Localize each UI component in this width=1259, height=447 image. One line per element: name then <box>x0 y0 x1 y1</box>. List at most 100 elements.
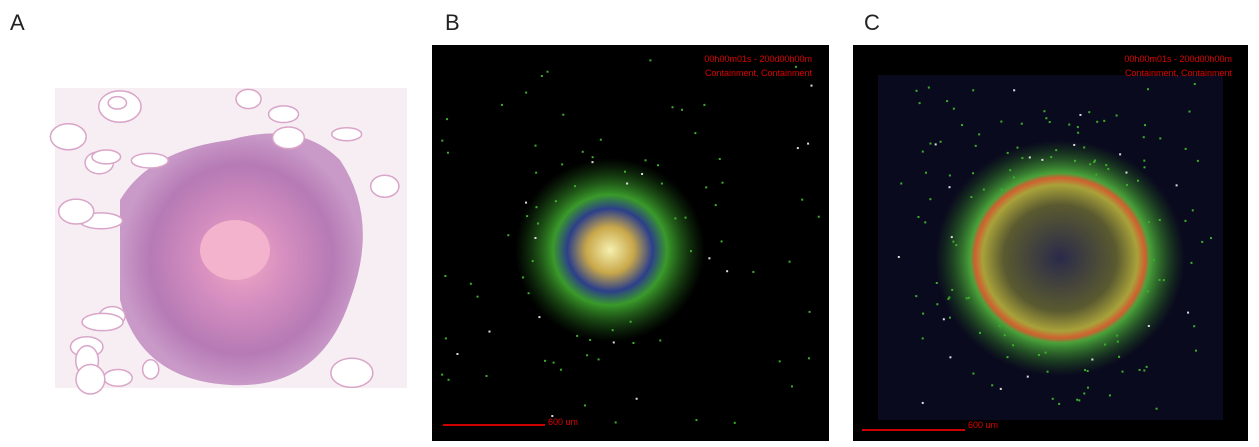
decor <box>951 236 953 238</box>
decor <box>526 215 528 217</box>
decor <box>801 199 803 201</box>
decor <box>1087 387 1089 389</box>
decor <box>922 337 924 339</box>
decor <box>586 354 588 356</box>
decor <box>1197 160 1199 162</box>
decor <box>1156 408 1158 410</box>
decor <box>659 339 661 341</box>
decor <box>1007 152 1009 154</box>
status: Containment, Containment <box>705 68 813 78</box>
decor <box>674 217 676 219</box>
decor <box>1193 325 1195 327</box>
decor <box>811 85 813 87</box>
decor <box>1210 237 1212 239</box>
decor <box>726 270 728 272</box>
panel-label: C <box>864 10 880 35</box>
decor <box>528 292 530 294</box>
decor <box>940 141 942 143</box>
decor <box>1047 371 1049 373</box>
decor <box>708 257 710 259</box>
decor <box>949 174 951 176</box>
decor <box>951 289 953 291</box>
decor <box>456 353 458 355</box>
decor <box>236 89 261 108</box>
decor <box>1104 344 1106 346</box>
decor <box>947 298 949 300</box>
decor <box>612 329 614 331</box>
decor <box>1049 121 1051 123</box>
decor <box>1144 124 1146 126</box>
decor <box>1190 262 1192 264</box>
decor <box>441 374 443 376</box>
decor <box>1147 290 1149 292</box>
decor <box>1073 144 1075 146</box>
decor <box>808 357 810 359</box>
decor <box>1000 388 1002 390</box>
decor <box>983 189 985 191</box>
decor <box>1091 359 1093 361</box>
decor <box>50 124 86 150</box>
decor <box>441 140 443 142</box>
decor <box>946 100 948 102</box>
decor <box>1159 279 1161 281</box>
decor <box>547 71 549 73</box>
decor <box>690 250 692 252</box>
timestamp: 00h00m01s - 200d00h00m <box>1124 54 1232 64</box>
decor <box>269 106 299 123</box>
decor <box>952 241 954 243</box>
decor <box>1163 279 1165 281</box>
decor <box>551 415 553 417</box>
decor <box>1125 172 1127 174</box>
decor <box>949 186 951 188</box>
decor <box>444 275 446 277</box>
decor <box>1021 157 1023 159</box>
status: Containment, Containment <box>1125 68 1233 78</box>
decor <box>447 152 449 154</box>
decor <box>600 139 602 141</box>
decor <box>626 183 628 185</box>
decor <box>1076 399 1078 401</box>
decor <box>915 295 917 297</box>
necrotic-core <box>200 220 270 280</box>
decor <box>598 358 600 360</box>
decor <box>532 260 534 262</box>
decor <box>1021 123 1023 125</box>
decor <box>1055 149 1057 151</box>
decor <box>576 335 578 337</box>
decor <box>331 358 373 387</box>
decor <box>978 133 980 135</box>
decor <box>695 419 697 421</box>
decor <box>1045 352 1047 354</box>
decor <box>1078 399 1080 401</box>
decor <box>1038 354 1040 356</box>
decor <box>657 164 659 166</box>
scale-label: 600 um <box>968 420 998 430</box>
decor <box>1147 88 1149 90</box>
panel-label: A <box>10 10 25 35</box>
decor <box>1146 366 1148 368</box>
timestamp: 00h00m01s - 200d00h00m <box>704 54 812 64</box>
decor <box>636 398 638 400</box>
decor <box>92 150 121 164</box>
decor <box>1068 124 1070 126</box>
decor <box>661 183 663 185</box>
decor <box>922 151 924 153</box>
decor <box>936 303 938 305</box>
decor <box>719 158 721 160</box>
decor <box>507 234 509 236</box>
decor <box>1109 394 1111 396</box>
decor <box>1126 184 1128 186</box>
decor <box>1058 403 1060 405</box>
decor <box>705 186 707 188</box>
decor <box>1143 160 1145 162</box>
decor <box>715 204 717 206</box>
decor <box>809 311 811 313</box>
lesion <box>515 158 705 342</box>
decor <box>925 172 927 174</box>
decor <box>562 114 564 116</box>
decor <box>535 145 537 147</box>
decor <box>1089 163 1091 165</box>
decor <box>929 198 931 200</box>
decor <box>922 313 924 315</box>
decor <box>1143 136 1145 138</box>
